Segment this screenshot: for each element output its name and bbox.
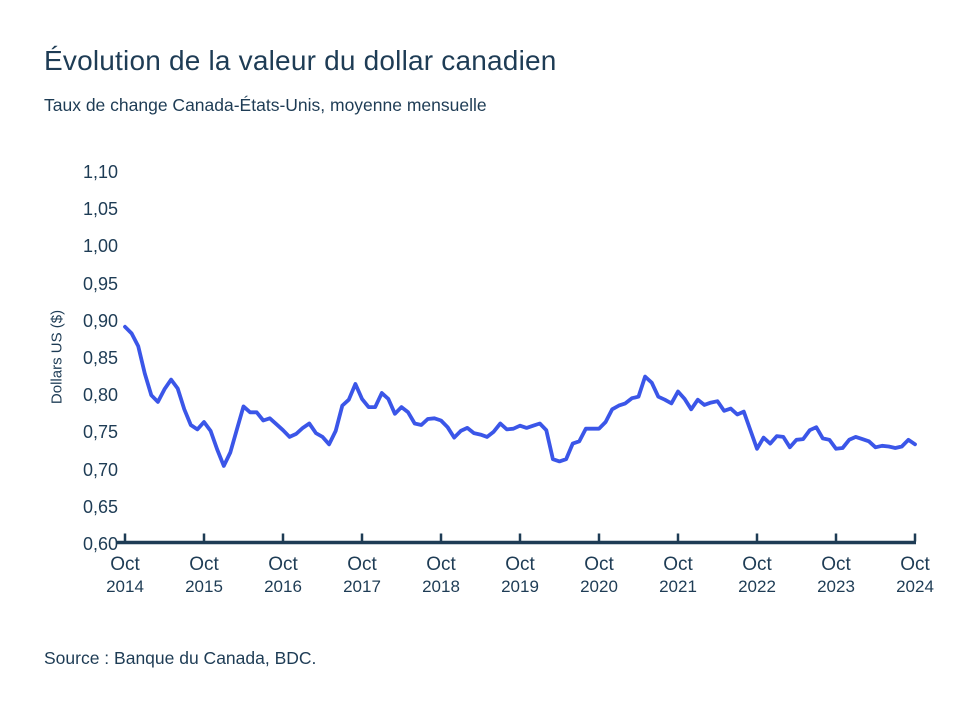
x-tick-month: Oct bbox=[821, 554, 851, 575]
x-tick-year: 2022 bbox=[738, 577, 776, 596]
y-axis-tick-labels: 1,10 1,05 1,00 0,95 0,90 0,85 0,80 0,75 0,70 0,65… bbox=[0, 0, 118, 720]
x-tick-label: Oct 2020 bbox=[580, 553, 618, 597]
x-tick-year: 2023 bbox=[817, 577, 855, 596]
x-tick-year: 2024 bbox=[896, 577, 934, 596]
y-tick-label: 0,65 bbox=[82, 496, 118, 517]
x-tick-month: Oct bbox=[663, 554, 693, 575]
y-tick-label: 0,60 bbox=[82, 534, 118, 554]
source-note: Source : Banque du Canada, BDC. bbox=[44, 648, 317, 668]
x-tick-label: Oct 2022 bbox=[738, 553, 776, 597]
x-tick-year: 2018 bbox=[422, 577, 460, 596]
x-tick-month: Oct bbox=[505, 554, 535, 575]
x-tick-month: Oct bbox=[584, 554, 614, 575]
y-tick-label: 0,80 bbox=[82, 385, 118, 406]
x-tick-year: 2014 bbox=[106, 577, 144, 596]
y-tick-label: 1,05 bbox=[82, 199, 118, 220]
x-tick-month: Oct bbox=[268, 554, 298, 575]
y-tick-label: 1,10 bbox=[82, 162, 118, 182]
chart-title: Évolution de la valeur du dollar canadie… bbox=[44, 45, 557, 76]
x-tick-year: 2019 bbox=[501, 577, 539, 596]
x-tick-label: Oct 2021 bbox=[659, 553, 697, 597]
y-tick-label: 0,70 bbox=[82, 459, 118, 480]
x-tick-label: Oct 2019 bbox=[501, 553, 539, 597]
x-tick-label: Oct 2014 bbox=[106, 553, 144, 597]
x-tick-label: Oct 2016 bbox=[264, 553, 302, 597]
y-tick-label: 0,90 bbox=[82, 310, 118, 331]
x-tick-year: 2017 bbox=[343, 577, 381, 596]
x-tick-month: Oct bbox=[426, 554, 456, 575]
x-tick-label: Oct 2015 bbox=[185, 553, 223, 597]
x-tick-label: Oct 2023 bbox=[817, 553, 855, 597]
x-tick-year: 2016 bbox=[264, 577, 302, 596]
exchange-rate-line bbox=[123, 324, 917, 468]
y-tick-label: 1,00 bbox=[82, 236, 118, 257]
x-tick-month: Oct bbox=[900, 554, 930, 575]
x-tick-year: 2020 bbox=[580, 577, 618, 596]
x-tick-year: 2021 bbox=[659, 577, 697, 596]
x-tick-month: Oct bbox=[347, 554, 377, 575]
x-tick-month: Oct bbox=[189, 554, 219, 575]
chart-subtitle: Taux de change Canada-États-Unis, moyenn… bbox=[44, 95, 487, 115]
x-tick-year: 2015 bbox=[185, 577, 223, 596]
x-tick-month: Oct bbox=[742, 554, 772, 575]
y-tick-label: 0,75 bbox=[82, 422, 118, 443]
x-tick-label: Oct 2017 bbox=[343, 553, 381, 597]
x-tick-label: Oct 2018 bbox=[422, 553, 460, 597]
y-tick-label: 0,85 bbox=[82, 348, 118, 368]
x-tick-label: Oct 2024 bbox=[896, 553, 934, 597]
x-tick-month: Oct bbox=[110, 554, 140, 575]
y-tick-label: 0,95 bbox=[82, 273, 118, 294]
